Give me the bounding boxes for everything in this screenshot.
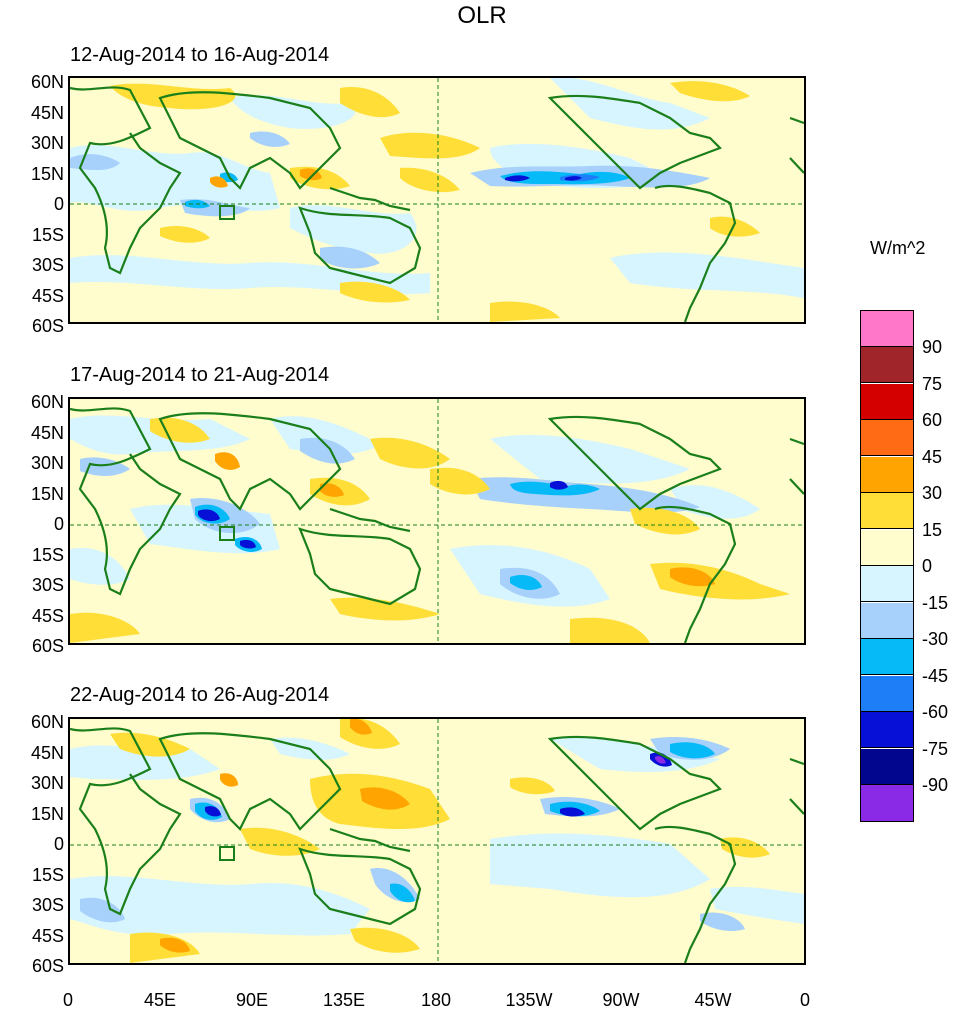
colorbar-label: 15 xyxy=(922,520,943,540)
lat-label: 60S xyxy=(31,956,64,976)
map-panel-1 xyxy=(68,76,806,324)
colorbar-swatch xyxy=(861,530,913,566)
lat-label: 15S xyxy=(31,545,64,565)
colorbar-swatch xyxy=(861,639,913,675)
colorbar-label: -30 xyxy=(922,629,949,649)
lat-label: 45N xyxy=(30,743,64,763)
panel-2-title: 17-Aug-2014 to 21-Aug-2014 xyxy=(70,364,330,386)
lat-label: 45S xyxy=(31,926,64,946)
lat-label: 60N xyxy=(30,712,64,732)
lon-label: 135W xyxy=(505,990,553,1010)
colorbar-swatch xyxy=(861,420,913,456)
lat-label: 60N xyxy=(30,392,64,412)
colorbar-label: -60 xyxy=(922,702,949,722)
colorbar-label: 30 xyxy=(922,483,943,503)
colorbar-label: -45 xyxy=(922,666,949,686)
lat-label: 45N xyxy=(30,423,64,443)
colorbar-label: 60 xyxy=(922,410,943,430)
lat-label: 0 xyxy=(53,194,64,214)
figure-title: OLR xyxy=(457,2,507,29)
colorbar-swatch xyxy=(861,311,913,347)
lon-label: 0 xyxy=(62,990,73,1010)
map-panel-2 xyxy=(68,397,806,645)
lat-label: 30N xyxy=(30,133,64,153)
map-panel-3-canvas xyxy=(70,719,804,963)
lat-label: 0 xyxy=(53,514,64,534)
panel-3-title: 22-Aug-2014 to 26-Aug-2014 xyxy=(70,684,330,706)
colorbar-swatch xyxy=(861,712,913,748)
lat-label: 30N xyxy=(30,453,64,473)
lat-label: 60S xyxy=(31,636,64,656)
colorbar-label: 0 xyxy=(922,556,933,576)
lat-label: 30N xyxy=(30,773,64,793)
colorbar-label: 75 xyxy=(922,374,943,394)
lon-label: 45E xyxy=(143,990,177,1010)
colorbar-swatch xyxy=(861,347,913,383)
colorbar-swatch xyxy=(861,566,913,602)
lat-label: 15S xyxy=(31,865,64,885)
colorbar-label: 90 xyxy=(922,337,943,357)
lon-label: 90W xyxy=(602,990,640,1010)
lat-label: 15N xyxy=(30,804,64,824)
lon-label: 180 xyxy=(420,990,452,1010)
colorbar xyxy=(860,310,914,822)
lon-label: 90E xyxy=(235,990,269,1010)
colorbar-swatch xyxy=(861,785,913,821)
map-panel-3 xyxy=(68,717,806,965)
lat-label: 60S xyxy=(31,316,64,336)
colorbar-units: W/m^2 xyxy=(870,238,926,258)
lat-label: 45S xyxy=(31,286,64,306)
colorbar-swatch xyxy=(861,603,913,639)
colorbar-label: 45 xyxy=(922,447,943,467)
colorbar-swatch xyxy=(861,493,913,529)
colorbar-label: -75 xyxy=(922,739,949,759)
lat-label: 15N xyxy=(30,484,64,504)
colorbar-swatch xyxy=(861,384,913,420)
colorbar-swatch xyxy=(861,457,913,493)
lat-label: 15N xyxy=(30,164,64,184)
lat-label: 30S xyxy=(31,575,64,595)
lat-label: 15S xyxy=(31,225,64,245)
colorbar-label: -90 xyxy=(922,775,949,795)
map-panel-1-canvas xyxy=(70,78,804,322)
lat-label: 45S xyxy=(31,606,64,626)
lat-label: 60N xyxy=(30,72,64,92)
lat-label: 30S xyxy=(31,255,64,275)
lon-label: 0 xyxy=(799,990,810,1010)
colorbar-swatch xyxy=(861,749,913,785)
lon-label: 45W xyxy=(694,990,732,1010)
colorbar-swatch xyxy=(861,676,913,712)
lon-label: 135E xyxy=(322,990,366,1010)
colorbar-label: -15 xyxy=(922,593,949,613)
lat-label: 45N xyxy=(30,103,64,123)
map-panel-2-canvas xyxy=(70,399,804,643)
lat-label: 30S xyxy=(31,895,64,915)
panel-1-title: 12-Aug-2014 to 16-Aug-2014 xyxy=(70,44,330,66)
lat-label: 0 xyxy=(53,834,64,854)
